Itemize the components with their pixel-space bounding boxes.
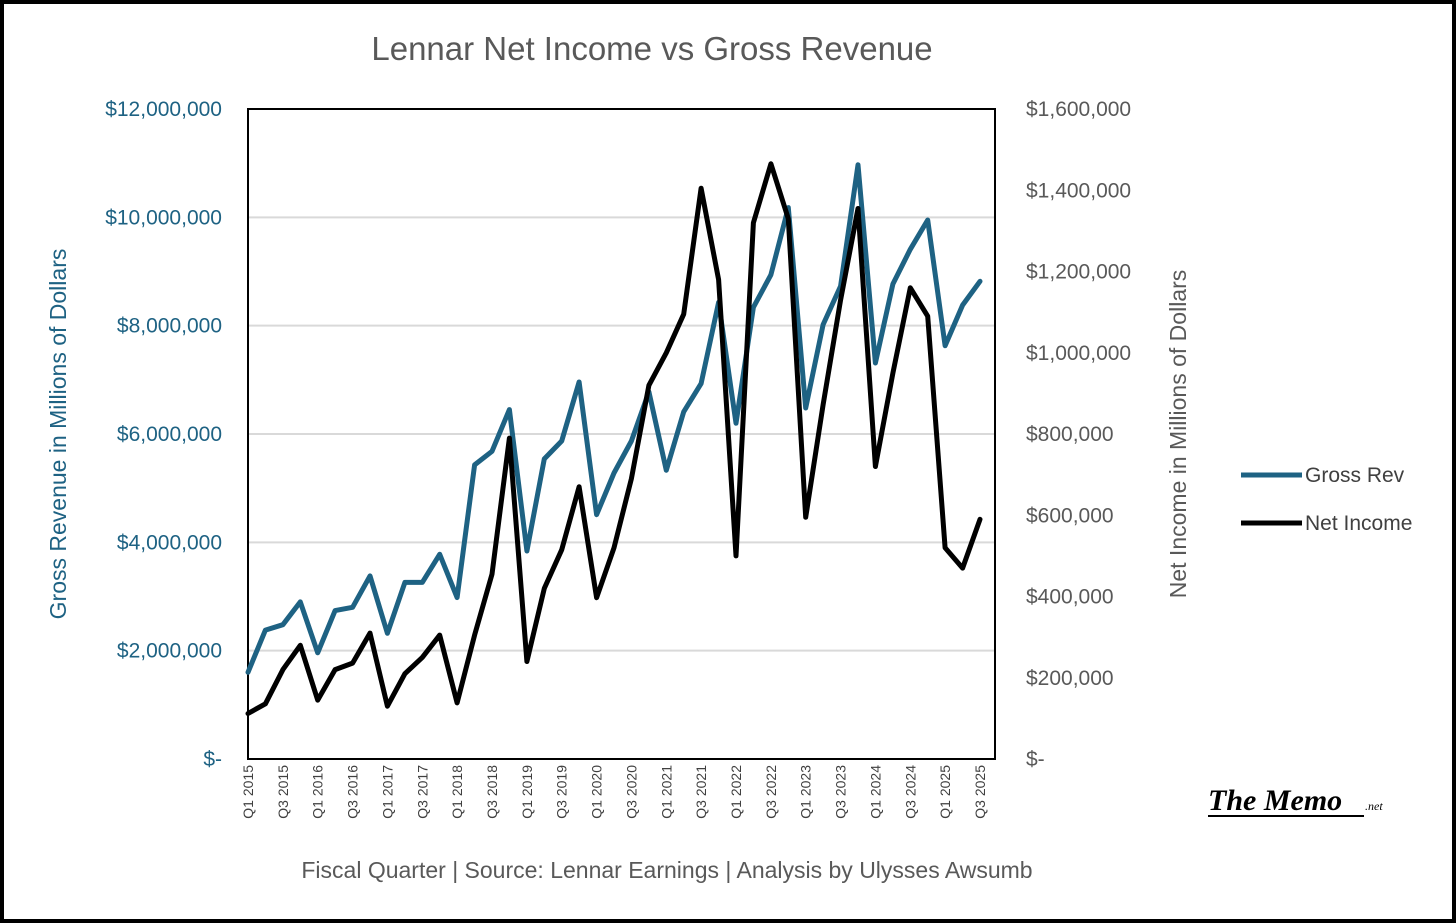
x-tick-label: Q1 2021 [658,765,674,819]
x-tick-label: Q3 2024 [902,765,918,819]
left-tick-label: $4,000,000 [117,531,222,554]
logo: The Memo .net [1208,784,1383,817]
left-axis-ticks: $- $2,000,000 $4,000,000 $6,000,000 $8,000,0… [105,98,222,771]
plot-border [247,108,996,760]
left-tick-label: $8,000,000 [117,315,222,338]
x-tick-label: Q3 2021 [693,765,709,819]
logo-suffix: .net [1365,799,1383,813]
gridlines [248,108,995,652]
x-tick-label: Q1 2017 [379,765,395,819]
x-tick-label: Q3 2023 [833,765,849,819]
left-tick-label: $2,000,000 [117,640,222,663]
left-tick-label: $12,000,000 [105,98,222,121]
right-tick-label: $1,600,000 [1026,98,1131,121]
right-tick-label: $600,000 [1026,504,1114,527]
legend-label-gross-rev: Gross Rev [1305,464,1405,487]
x-tick-label: Q1 2019 [519,765,535,819]
left-tick-label: $6,000,000 [117,423,222,446]
series-line-net-income [245,161,983,716]
x-tick-label: Q3 2019 [554,765,570,819]
series-layer [245,161,983,716]
right-tick-label: $400,000 [1026,586,1114,609]
x-tick-label: Q3 2025 [972,765,988,819]
x-axis-title: Fiscal Quarter | Source: Lennar Earnings… [301,857,1032,883]
right-tick-label: $200,000 [1026,667,1114,690]
x-tick-label: Q1 2020 [589,765,605,819]
x-tick-label: Q1 2024 [867,765,883,819]
x-tick-label: Q1 2023 [798,765,814,819]
x-tick-label: Q1 2018 [449,765,465,819]
right-tick-label: $- [1026,748,1045,771]
legend: Gross Rev Net Income [1241,464,1412,535]
x-tick-label: Q1 2025 [937,765,953,819]
x-tick-label: Q3 2016 [345,765,361,819]
right-tick-label: $1,000,000 [1026,342,1131,365]
x-tick-label: Q3 2022 [763,765,779,819]
left-tick-label: $10,000,000 [105,206,222,229]
right-axis-title: Net Income in Millions of Dollars [1165,270,1191,599]
right-tick-label: $800,000 [1026,423,1114,446]
x-tick-label: Q1 2022 [728,765,744,819]
series-line-gross-rev [245,162,983,675]
left-axis-title: Gross Revenue in Millions of Dollars [45,249,71,620]
x-tick-label: Q3 2017 [414,765,430,819]
right-tick-label: $1,200,000 [1026,261,1131,284]
x-axis-ticks: Q1 2015 Q3 2015 Q1 2016 Q3 2016 Q1 2017 Q3 20… [240,765,988,819]
plot-area [247,108,996,760]
x-tick-label: Q3 2015 [275,765,291,819]
right-axis-ticks: $- $200,000 $400,000 $600,000 $800,000 $1,000… [1026,98,1131,771]
legend-label-net-income: Net Income [1305,512,1412,535]
right-tick-label: $1,400,000 [1026,179,1131,202]
x-tick-label: Q3 2018 [484,765,500,819]
x-tick-label: Q3 2020 [623,765,639,819]
x-tick-label: Q1 2016 [310,765,326,819]
logo-text: The Memo [1208,784,1342,817]
x-tick-label: Q1 2015 [240,765,256,819]
chart-title: Lennar Net Income vs Gross Revenue [371,30,932,67]
left-tick-label: $- [203,748,222,771]
